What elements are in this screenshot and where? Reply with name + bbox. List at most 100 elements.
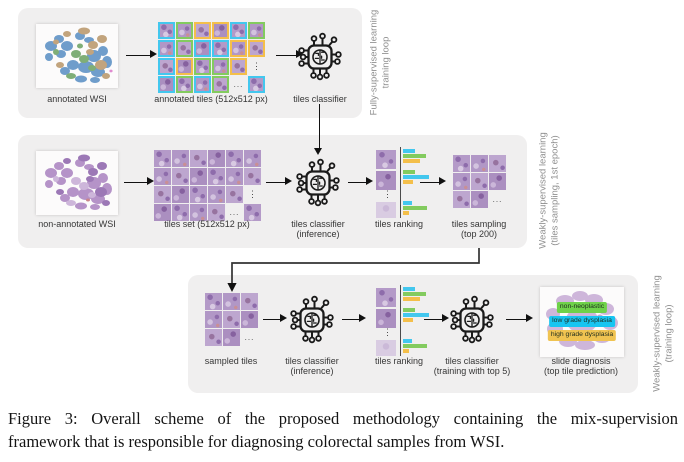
tissue-tile <box>158 22 175 39</box>
ranked-tile <box>376 340 396 356</box>
tiles-set-label: tiles set (512x512 px) <box>164 219 250 229</box>
tissue-tile <box>489 173 506 190</box>
arrow-right-icon <box>126 50 157 59</box>
tiles-classifier-inference2-label: tiles classifier <box>285 356 339 366</box>
tiles-classifier-inference2-sublabel: (inference) <box>290 366 334 376</box>
tissue-tile <box>205 293 222 310</box>
tissue-tile <box>154 168 171 185</box>
non-annotated-wsi-label: non-annotated WSI <box>38 219 116 229</box>
diagnosis-chip: high grade dysplasia <box>547 330 617 341</box>
slide-diagnosis-label: slide diagnosis <box>551 356 611 366</box>
arrow-right-icon <box>506 314 533 323</box>
arrow-right-icon <box>420 177 446 186</box>
score-bar <box>403 344 427 348</box>
connector-elbow-arrow <box>227 248 480 292</box>
side-label-line: Weakly-supervised learning <box>651 275 663 392</box>
ellipsis: ... <box>233 80 244 89</box>
tiles-classifier-icon <box>292 157 344 209</box>
tissue-tile <box>212 58 229 75</box>
tissue-tile <box>223 311 240 328</box>
diagnosis-chip: non-neoplastic <box>556 302 608 313</box>
tissue-tile <box>226 186 243 203</box>
tissue-tile <box>205 311 222 328</box>
tissue-tile <box>158 40 175 57</box>
tissue-tile <box>244 204 261 221</box>
diagnosis-chip: low grade dysplasia <box>549 316 615 327</box>
tiles-classifier-icon <box>294 31 346 83</box>
ranked-tile <box>376 171 396 190</box>
tissue-tile <box>212 22 229 39</box>
tissue-tile <box>453 173 470 190</box>
tissue-tile <box>176 58 193 75</box>
tissue-tile <box>471 173 488 190</box>
tiles-classifier-inference-sublabel: (inference) <box>296 229 340 239</box>
annotated-tiles-grid: ⋮... <box>158 22 265 93</box>
side-label-line: Weakly-supervised learning <box>537 132 549 249</box>
tissue-tile <box>176 22 193 39</box>
tissue-tile <box>190 204 207 221</box>
arrow-right-icon <box>124 177 154 186</box>
tiles-ranking-widget: ⋮ <box>374 147 430 218</box>
ranking-axis <box>400 285 402 356</box>
score-bar <box>403 170 415 174</box>
caption-line-2: framework that is responsible for diagno… <box>8 432 505 451</box>
tissue-tile <box>453 191 470 208</box>
tiles-sampling-sublabel: (top 200) <box>460 229 498 239</box>
tissue-tile <box>248 76 265 93</box>
sampled-tiles-grid: ... <box>205 293 258 346</box>
tissue-tile <box>172 204 189 221</box>
ellipsis: ⋮ <box>383 327 392 337</box>
tissue-tile <box>158 58 175 75</box>
ellipsis: ... <box>244 333 255 342</box>
tiles-classifier-icon <box>446 294 498 346</box>
tissue-tile <box>241 311 258 328</box>
tissue-tile <box>190 186 207 203</box>
tissue-tile <box>208 168 225 185</box>
tissue-tile <box>154 186 171 203</box>
score-bar <box>403 175 429 179</box>
tissue-tile <box>172 186 189 203</box>
tissue-tile <box>212 76 229 93</box>
tissue-tile <box>172 168 189 185</box>
tissue-tile <box>244 168 261 185</box>
tissue-tile <box>208 186 225 203</box>
arrow-right-icon <box>342 314 366 323</box>
score-bar <box>403 201 412 205</box>
tissue-tile <box>194 76 211 93</box>
tissue-tile <box>208 150 225 167</box>
score-bar <box>403 339 412 343</box>
caption-line-1: Figure 3: Overall scheme of the proposed… <box>8 409 678 428</box>
tiles-ranking2-label: tiles ranking <box>374 356 424 366</box>
slide-diagnosis-image: non-neoplastic low grade dysplasia high gr… <box>540 287 624 357</box>
side-label-weakly-sampling: Weakly-supervised learning (tiles sampli… <box>538 126 561 256</box>
tissue-tile <box>172 150 189 167</box>
tiles-set-grid: ⋮... <box>154 150 261 221</box>
tissue-tile <box>471 155 488 172</box>
sampled-tiles-label: sampled tiles <box>204 356 258 366</box>
ranked-tile <box>376 288 396 307</box>
tissue-tile <box>244 150 261 167</box>
ellipsis: ... <box>229 208 240 217</box>
tissue-tile <box>230 58 247 75</box>
annotated-wsi-image <box>36 24 118 88</box>
side-label-line: Fully-supervised learning <box>368 9 380 116</box>
side-label-weakly-training: Weakly-supervised learning (training loo… <box>652 269 675 399</box>
score-bar <box>403 149 415 153</box>
ellipsis: ... <box>492 195 503 204</box>
side-label-fully-supervised: Fully-supervised learning training loop <box>369 0 392 128</box>
tissue-tile <box>226 168 243 185</box>
tiles-ranking-label: tiles ranking <box>374 219 424 229</box>
tiles-classifier-inference-label: tiles classifier <box>291 219 345 229</box>
side-label-line: (training loop) <box>663 304 674 363</box>
tissue-tile <box>194 22 211 39</box>
tissue-tile <box>190 168 207 185</box>
tissue-tile <box>176 40 193 57</box>
ellipsis: ⋮ <box>383 189 392 199</box>
tissue-tile <box>230 40 247 57</box>
tissue-tile <box>154 204 171 221</box>
tissue-tile <box>158 76 175 93</box>
score-bar <box>403 180 413 184</box>
tissue-tile <box>205 329 222 346</box>
side-label-line: (tiles sampling, 1st epoch) <box>549 135 560 246</box>
score-bar <box>403 206 427 210</box>
